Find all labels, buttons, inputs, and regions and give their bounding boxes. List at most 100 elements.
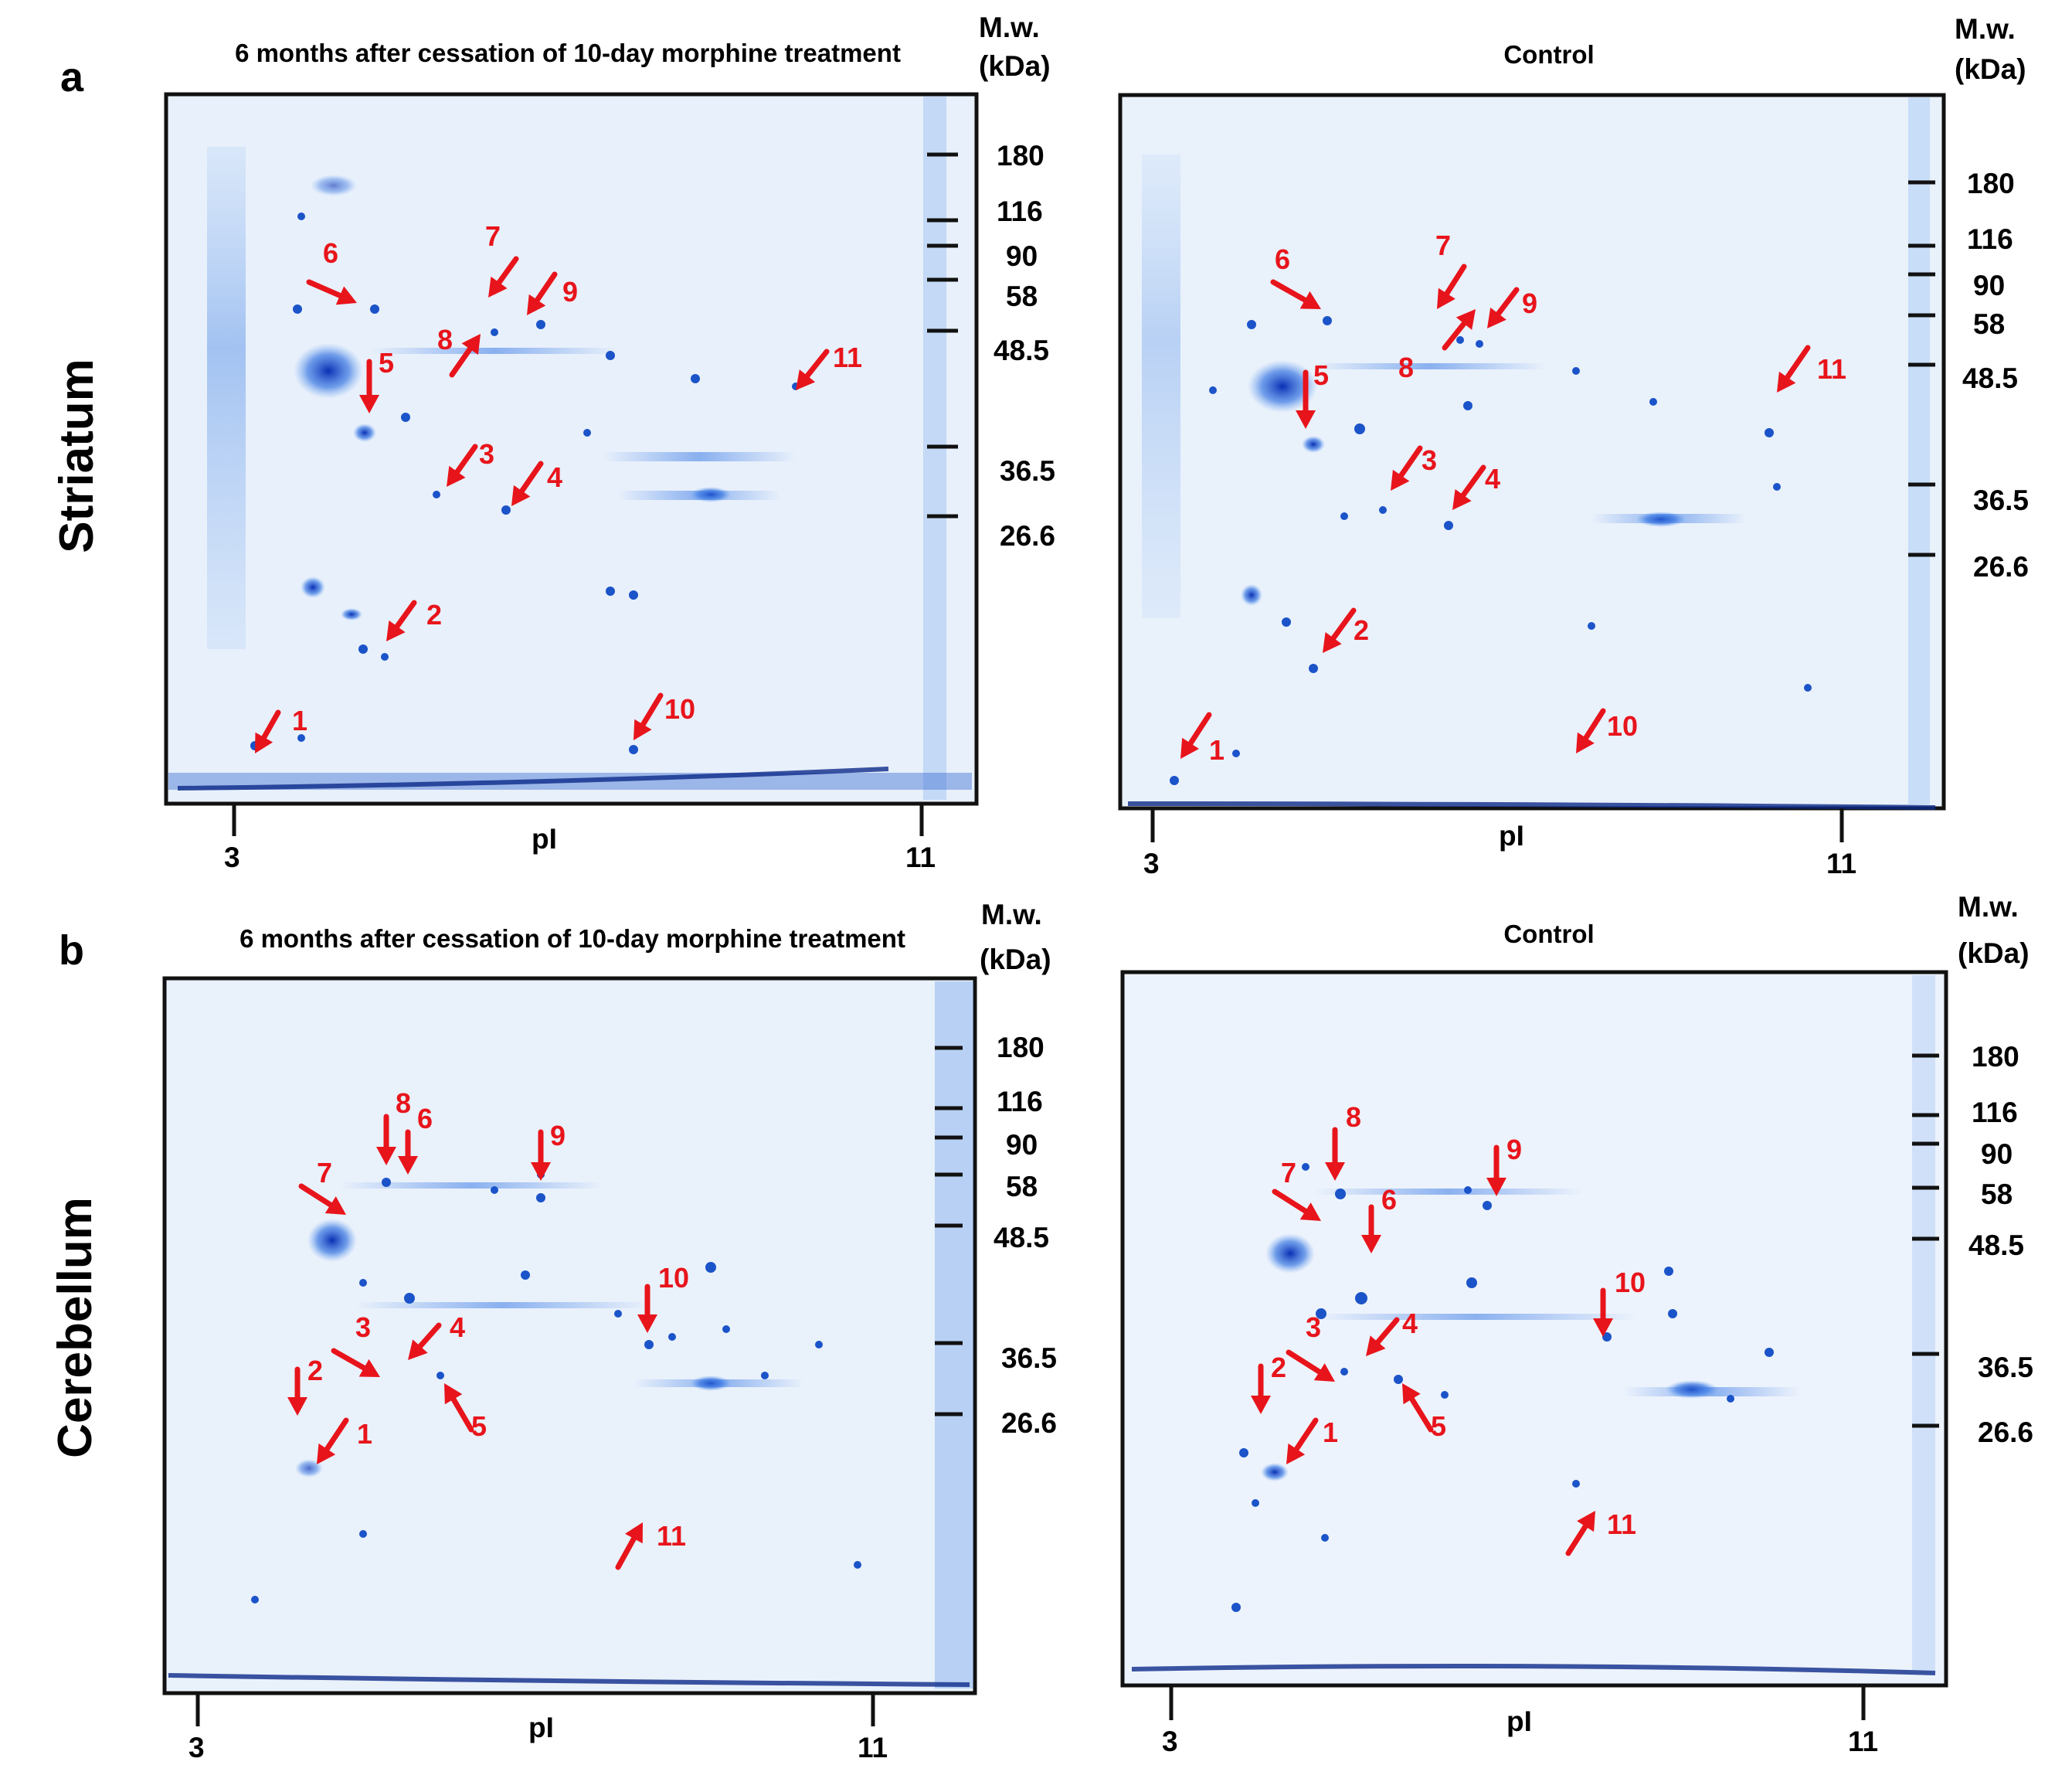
gel-streak: [355, 1302, 649, 1308]
arrow-head: [1366, 1335, 1386, 1356]
arrow-shaft: [1293, 1417, 1319, 1452]
arrow-head: [1576, 732, 1595, 753]
mw-marker-label: 180: [997, 1032, 1044, 1063]
spot-number-label: 1: [292, 705, 307, 736]
arrow-shaft: [534, 271, 558, 303]
mw-marker-label: 48.5: [1968, 1229, 2024, 1261]
arrow-shaft: [261, 709, 281, 740]
arrow-shaft: [1496, 287, 1520, 317]
gel-image: [1118, 93, 1946, 811]
spot-number-label: 1: [357, 1418, 372, 1450]
spot-number-label: 10: [1615, 1267, 1646, 1298]
arrow-shaft: [615, 1535, 637, 1570]
gel-title: Control: [1503, 920, 1594, 948]
spot-number-label: 2: [426, 599, 442, 631]
spot-number-label: 3: [479, 438, 494, 470]
gel-streak: [1591, 514, 1746, 523]
mw-marker-label: 26.6: [1973, 551, 2029, 583]
spot-number-label: 6: [417, 1103, 433, 1134]
ph-start-label: 3: [1162, 1726, 1178, 1757]
arrow-head: [1486, 1178, 1506, 1196]
arrow-head: [386, 620, 406, 641]
arrow-head: [1452, 488, 1472, 510]
mw-header: (kDa): [980, 944, 1051, 975]
gel-dye-front: [1127, 801, 1936, 810]
mw-ticks: [935, 1046, 963, 1416]
mw-header: M.w.: [1955, 13, 2016, 45]
mw-marker-label: 58: [1981, 1178, 2013, 1210]
gel-spot: [311, 175, 357, 196]
gel-streak: [1313, 363, 1545, 369]
arrow-shaft: [1583, 708, 1606, 741]
gel-main-spot: [294, 343, 363, 399]
spot-number-label: 7: [1435, 230, 1451, 261]
arrow-head: [358, 1359, 380, 1377]
gel-spot: [1302, 436, 1325, 453]
arrow-head: [398, 1156, 418, 1175]
arrow-shaft: [331, 1348, 367, 1371]
gel-spot: [301, 576, 325, 598]
arrow-head: [1487, 308, 1506, 328]
gel-main-spot: [1248, 360, 1317, 413]
gel-streak: [1313, 1314, 1638, 1320]
arrow-shaft: [298, 1183, 334, 1208]
arrow-shaft: [1330, 607, 1357, 641]
arrow-shaft: [640, 692, 664, 727]
spot-number-label: 11: [833, 342, 862, 373]
arrow-shaft: [1286, 1349, 1323, 1375]
arrow-shaft: [1785, 345, 1811, 380]
mw-header: (kDa): [1958, 937, 2030, 969]
spot-number-label: 2: [1271, 1352, 1286, 1383]
spot-number-label: 6: [1381, 1184, 1397, 1216]
arrow-head: [1437, 287, 1455, 309]
gel-marker-lane: [1908, 97, 1930, 804]
arrow-head: [637, 1314, 657, 1333]
arrow-head: [1286, 1443, 1306, 1464]
spot-number-label: 4: [547, 461, 562, 493]
arrow-head: [1296, 410, 1316, 429]
spot-number-label: 8: [1346, 1101, 1361, 1133]
pi-axis-label: pI: [528, 1712, 554, 1743]
gel-streak: [340, 1182, 603, 1189]
mw-ticks: [1912, 1053, 1939, 1428]
arrow-shaft: [449, 346, 473, 378]
arrow-head: [1577, 1511, 1595, 1532]
arrow-head: [1313, 1363, 1335, 1382]
arrow-head: [633, 719, 652, 740]
ph-end-label: 11: [1848, 1726, 1878, 1757]
arrow-head: [527, 294, 546, 315]
spot-number-label: 11: [1817, 353, 1846, 385]
ph-end-label: 11: [858, 1732, 888, 1763]
gel-image: [164, 92, 979, 806]
spot-number-label: 8: [1398, 352, 1414, 383]
arrow-head: [625, 1522, 643, 1544]
arrow-head: [1325, 1162, 1345, 1181]
arrow-head: [255, 732, 273, 753]
gel-dye-front: [168, 1673, 970, 1687]
spot-number-label: 11: [657, 1520, 686, 1552]
arrow-head: [444, 1383, 463, 1405]
gel-cerebellum-control: Control M.w. (kDa) 180 116: [1120, 891, 2033, 1757]
gel-striatum-control: Control M.w. (kDa) 180 1: [1118, 13, 2029, 879]
gel-spot: [295, 1459, 323, 1478]
spot-number-label: 3: [355, 1311, 371, 1343]
spot-number-label: 4: [450, 1311, 465, 1343]
arrow-head: [287, 1397, 307, 1416]
spot-number-label: 9: [562, 276, 578, 308]
arrow-shaft: [324, 1417, 349, 1452]
mw-marker-label: 48.5: [994, 1222, 1049, 1253]
arrow-shaft: [417, 1322, 442, 1349]
arrow-head: [1299, 291, 1321, 309]
arrow-shaft: [394, 600, 417, 630]
spot-number-label: 10: [658, 1262, 689, 1294]
arrow-shaft: [519, 461, 544, 494]
gel-cerebellum-morphine: 6 months after cessation of 10-day morph…: [162, 899, 1057, 1763]
arrow-head: [1455, 309, 1476, 330]
mw-marker-label: 26.6: [1000, 520, 1055, 552]
gel-streak: [633, 1379, 803, 1387]
arrow-shaft: [454, 444, 478, 474]
panel-letter-a: a: [60, 54, 84, 100]
arrow-head: [1299, 1202, 1321, 1221]
spot-number-label: 8: [396, 1087, 411, 1119]
mw-marker-label: 48.5: [1962, 362, 2018, 394]
